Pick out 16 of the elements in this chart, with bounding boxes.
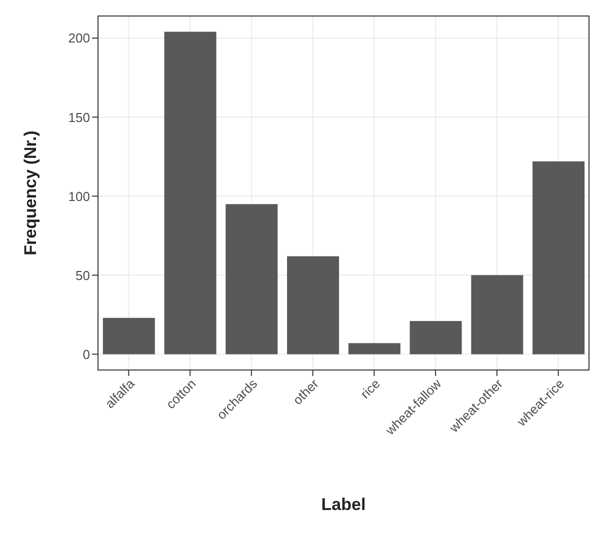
bar [164,32,216,354]
y-tick-label: 150 [68,110,90,125]
bar [410,321,462,354]
y-tick-label: 0 [82,346,90,362]
y-tick-label: 100 [68,188,90,204]
bar [348,343,400,354]
bar [102,318,155,354]
bar [532,161,585,354]
y-tick-label: 200 [68,30,90,46]
bar [287,256,340,354]
bar [226,204,278,354]
x-axis-title: Label [321,495,366,514]
y-axis-title: Frequency (Nr.) [21,130,40,256]
bar [471,275,524,354]
y-tick-label: 50 [76,268,90,283]
x-tick-label: rice [357,376,383,402]
